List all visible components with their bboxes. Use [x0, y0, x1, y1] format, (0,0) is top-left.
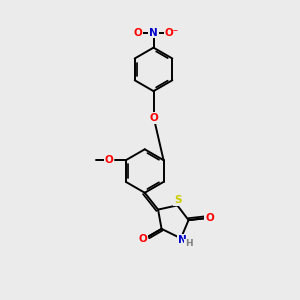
- Text: S: S: [174, 195, 182, 205]
- Text: N: N: [149, 28, 158, 38]
- Text: O: O: [149, 113, 158, 123]
- Text: N: N: [178, 235, 187, 245]
- Text: H: H: [185, 239, 192, 248]
- Text: O: O: [105, 155, 113, 165]
- Text: O: O: [139, 234, 147, 244]
- Text: O⁻: O⁻: [165, 28, 179, 38]
- Text: O: O: [205, 213, 214, 224]
- Text: O: O: [133, 28, 142, 38]
